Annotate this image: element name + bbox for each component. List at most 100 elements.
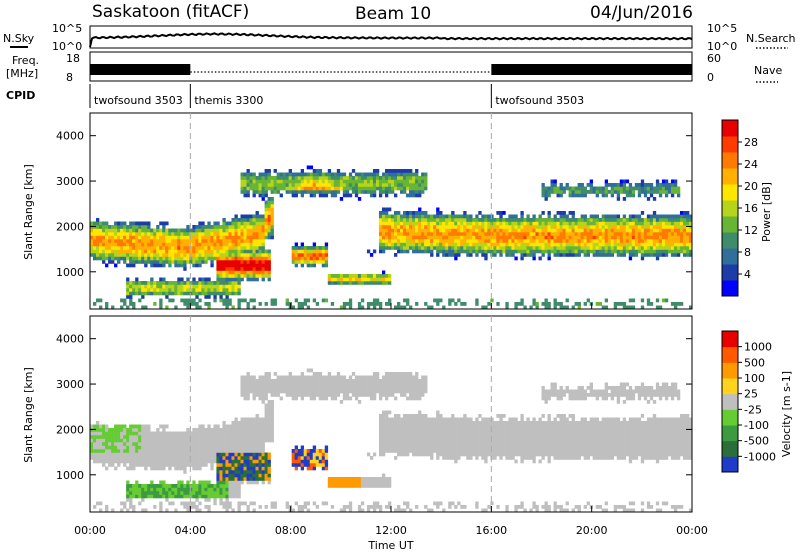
power-cell	[457, 298, 461, 303]
power-cell	[550, 179, 554, 184]
velocity-cell	[315, 386, 320, 390]
velocity-cell	[159, 484, 163, 488]
power-cell	[496, 228, 500, 233]
power-cell	[306, 298, 311, 303]
power-cell	[261, 197, 265, 201]
power-cell	[123, 239, 127, 243]
velocity-cell	[192, 445, 196, 450]
power-cell	[273, 190, 277, 194]
power-cell	[246, 249, 250, 254]
velocity-cell	[360, 501, 365, 506]
power-cell	[246, 176, 250, 180]
power-cell	[688, 221, 693, 226]
velocity-cell	[312, 386, 317, 390]
power-cell	[547, 239, 551, 243]
power-cell	[312, 242, 317, 247]
power-cell	[559, 235, 563, 240]
power-cell	[192, 288, 196, 292]
velocity-cell	[222, 431, 226, 436]
velocity-cell	[351, 389, 356, 394]
velocity-cell	[397, 414, 401, 418]
velocity-cell	[384, 396, 389, 401]
power-cell	[159, 288, 163, 292]
power-cell	[120, 246, 124, 250]
power-cell	[123, 253, 127, 257]
power-cell	[117, 232, 121, 236]
power-cell	[129, 284, 133, 289]
power-cell	[123, 298, 127, 303]
power-cell	[589, 239, 593, 243]
power-cell	[147, 239, 151, 243]
velocity-cell	[381, 435, 386, 439]
power-cell	[180, 232, 184, 236]
power-cell	[135, 235, 139, 240]
power-cell	[559, 218, 563, 222]
velocity-cell	[174, 435, 178, 439]
power-cell	[174, 249, 178, 254]
velocity-cell	[180, 445, 184, 450]
power-cell	[682, 253, 687, 257]
power-cell	[397, 225, 401, 229]
velocity-cell	[282, 379, 286, 383]
velocity-cell	[321, 396, 326, 401]
power-cell	[457, 232, 461, 236]
power-cell	[216, 235, 220, 240]
velocity-cell	[237, 508, 241, 513]
velocity-cell	[135, 463, 139, 467]
power-cell	[240, 228, 244, 233]
power-cell	[207, 232, 211, 236]
power-cell	[616, 228, 621, 233]
velocity-cell	[231, 487, 235, 492]
power-cell	[138, 298, 142, 303]
power-cell	[102, 249, 106, 254]
power-cell	[646, 298, 651, 303]
power-cell	[246, 270, 250, 275]
velocity-cell	[366, 389, 371, 394]
power-cell	[168, 253, 172, 257]
power-cell	[156, 284, 160, 289]
power-cell	[234, 277, 238, 282]
power-cell	[294, 298, 298, 303]
velocity-cell	[406, 452, 410, 457]
velocity-cell	[258, 435, 262, 439]
power-cell	[448, 221, 452, 226]
power-cell	[664, 228, 669, 233]
power-cell	[511, 228, 515, 233]
power-cell	[294, 242, 298, 247]
power-cell	[261, 270, 265, 275]
velocity-cell	[213, 494, 217, 499]
velocity-cell	[324, 375, 329, 380]
velocity-cell	[297, 386, 301, 390]
velocity-cell	[99, 459, 103, 464]
velocity-cell	[249, 445, 253, 450]
power-cell	[207, 246, 211, 250]
velocity-cell	[93, 505, 97, 509]
velocity-cell	[183, 484, 187, 488]
power-cell	[213, 295, 217, 299]
power-cell	[204, 225, 208, 229]
velocity-cell	[394, 456, 398, 460]
power-cell	[198, 260, 202, 264]
power-cell	[502, 225, 506, 229]
velocity-cell	[243, 379, 247, 383]
cpid-segments: twofsound 3503 themis 3300 twofsound 3503	[89, 84, 584, 108]
velocity-cell	[339, 484, 344, 488]
power-cell	[333, 274, 338, 278]
power-cell	[526, 218, 530, 222]
velocity-cell	[270, 403, 274, 408]
velocity-cell	[162, 487, 166, 492]
power-cell	[394, 225, 398, 229]
velocity-cell	[183, 456, 187, 460]
power-cell	[372, 179, 377, 184]
velocity-cell	[406, 442, 410, 446]
power-cell	[673, 232, 678, 236]
power-cell	[381, 176, 386, 180]
power-cell	[357, 179, 362, 184]
power-cell	[252, 239, 256, 243]
power-cell	[637, 239, 642, 243]
power-cell	[357, 172, 362, 177]
power-cell	[547, 211, 551, 215]
power-cell	[192, 228, 196, 233]
power-cell	[195, 260, 199, 264]
velocity-cell	[201, 452, 205, 457]
